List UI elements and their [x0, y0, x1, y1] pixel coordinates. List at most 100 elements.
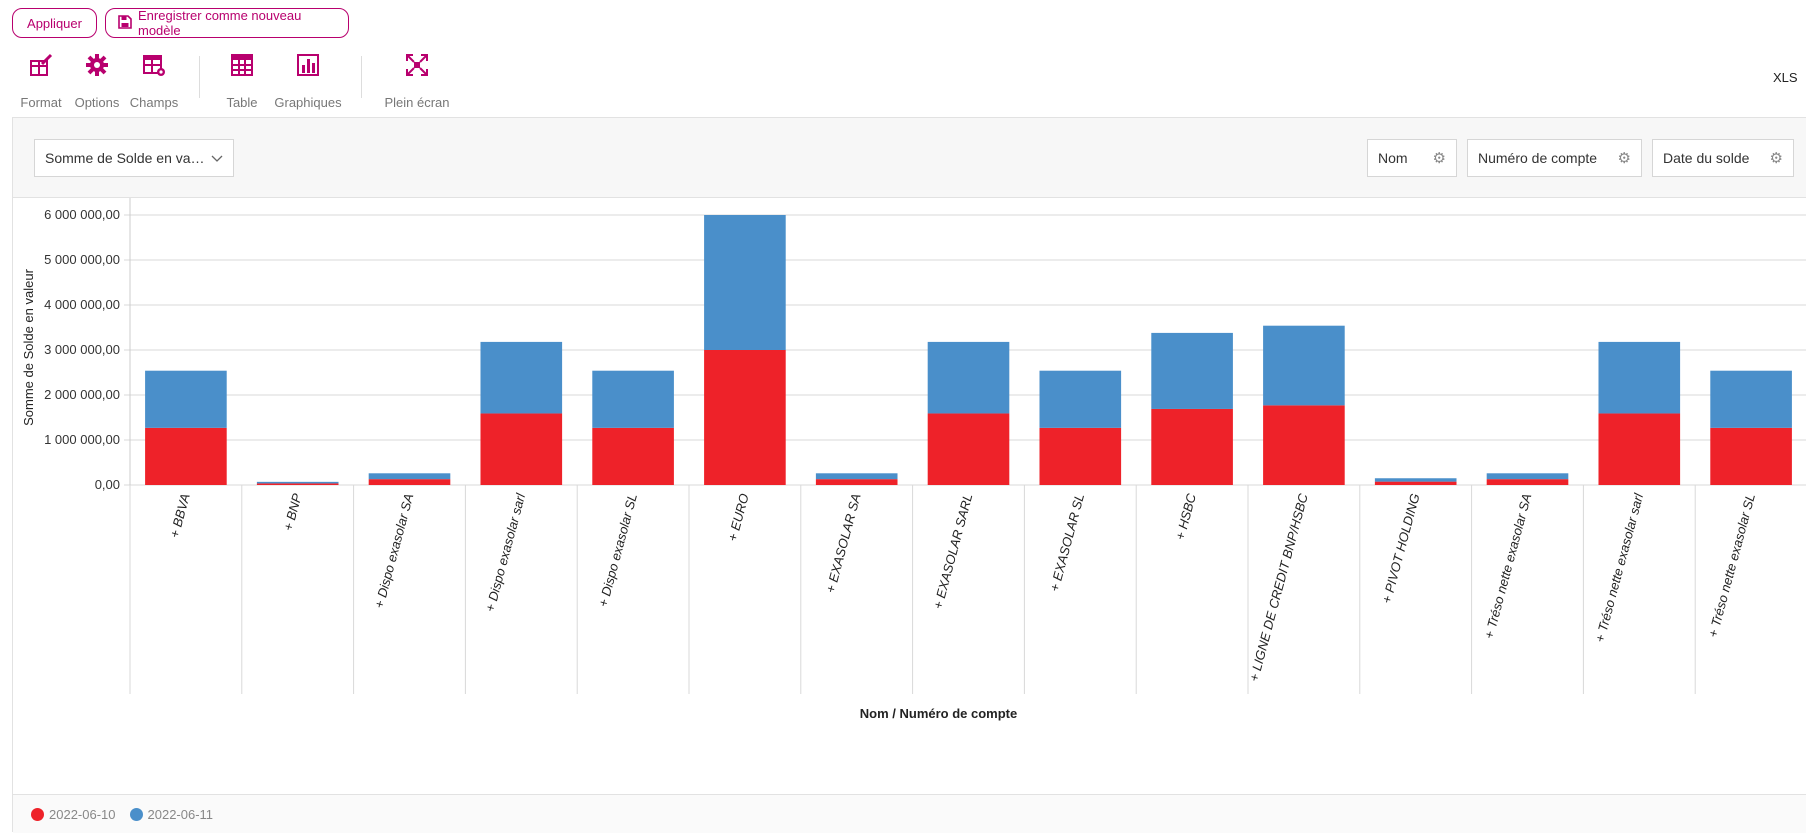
bar-segment-blue	[1710, 370, 1792, 428]
toolbar-divider	[199, 56, 200, 98]
x-tick-label: + Dispo exasolar SA	[371, 492, 416, 610]
gear-icon[interactable]: ⚙	[1769, 150, 1783, 167]
bar-segment-blue	[480, 341, 563, 414]
fullscreen-tool-label: Plein écran	[384, 95, 450, 110]
x-tick-label: + PIVOT HOLDING	[1379, 492, 1423, 605]
gear-icon	[84, 52, 110, 83]
measure-select[interactable]: Somme de Solde en valeur	[34, 139, 234, 177]
bar-segment-blue	[368, 473, 451, 480]
x-tick-label: + BNP	[280, 492, 304, 533]
bar-segment-blue	[1039, 370, 1122, 428]
bar-segment-blue	[815, 473, 898, 480]
apply-button-label: Appliquer	[27, 15, 82, 31]
format-tool-label: Format	[20, 95, 62, 110]
bar-segment-red	[1039, 427, 1122, 485]
measure-select-value: Somme de Solde en valeur	[45, 150, 205, 166]
format-tool[interactable]: Format	[6, 52, 76, 110]
fields-tool[interactable]: Champs	[119, 52, 189, 110]
x-tick-label: + EXASOLAR SA	[823, 492, 864, 595]
save-as-template-button[interactable]: Enregistrer comme nouveau modèle	[105, 8, 349, 38]
toolbar-divider	[361, 56, 362, 98]
bar-segment-blue	[592, 370, 674, 428]
bar-segment-red	[145, 427, 227, 485]
table-tool-label: Table	[226, 95, 258, 110]
apply-button[interactable]: Appliquer	[12, 8, 97, 38]
x-tick-label: + Tréso nette exasolar SL	[1705, 492, 1758, 639]
format-icon	[28, 52, 54, 83]
charts-tool-label: Graphiques	[274, 95, 342, 110]
x-tick-label: + Dispo exasolar SL	[595, 492, 640, 609]
field-pill-label: Date du solde	[1663, 150, 1750, 166]
x-tick-label: + EXASOLAR SL	[1047, 492, 1088, 593]
bar-segment-red	[1263, 405, 1345, 485]
field-pill-label: Numéro de compte	[1478, 150, 1598, 166]
gear-icon[interactable]: ⚙	[1432, 150, 1446, 167]
field-pill-account-number[interactable]: Numéro de compte ⚙	[1467, 139, 1642, 177]
bar-segment-blue	[256, 481, 339, 484]
options-tool[interactable]: Options	[62, 52, 132, 110]
stacked-bar-chart: 0,00 1 000 000,00 2 000 000,00 3 000 000,00…	[21, 198, 1806, 721]
filter-bar: Somme de Solde en valeur Nom ⚙ Numéro de…	[13, 118, 1806, 198]
chevron-down-icon	[211, 150, 223, 166]
x-tick-label: + Dispo exasolar sarl	[482, 491, 528, 614]
chart-area: 0,00 1 000 000,00 2 000 000,00 3 000 000,00…	[13, 198, 1806, 794]
y-axis-title: Somme de Solde en valeur	[21, 268, 36, 425]
options-tool-label: Options	[74, 95, 120, 110]
x-tick-label: + Tréso nette exasolar sarl	[1592, 491, 1646, 644]
bar-segment-red	[1374, 481, 1457, 485]
chart-panel: Somme de Solde en valeur Nom ⚙ Numéro de…	[12, 117, 1806, 833]
chart-legend: 2022-06-10 2022-06-11	[13, 794, 1806, 833]
bar-segment-red	[1598, 413, 1681, 485]
legend-item[interactable]: 2022-06-11	[129, 806, 214, 822]
charts-tool[interactable]: Graphiques	[273, 52, 343, 110]
legend-swatch-blue	[129, 807, 143, 821]
bar-segment-red	[1486, 479, 1569, 485]
y-tick-label: 5 000 000,00	[44, 252, 120, 267]
table-icon	[229, 52, 255, 83]
field-pill-label: Nom	[1378, 150, 1408, 166]
legend-item[interactable]: 2022-06-10	[31, 807, 116, 822]
bar-segment-red	[927, 413, 1010, 485]
bar-segment-red	[368, 479, 451, 485]
x-tick-label: + EURO	[725, 492, 752, 543]
y-tick-label: 4 000 000,00	[44, 297, 120, 312]
bar-segment-red	[704, 350, 786, 485]
save-as-template-label: Enregistrer comme nouveau modèle	[138, 8, 302, 38]
y-tick-label: 6 000 000,00	[44, 207, 120, 222]
fullscreen-icon	[404, 52, 430, 83]
bar-segment-blue	[704, 215, 786, 350]
bar-segment-blue	[1486, 473, 1569, 480]
bar-segment-red	[256, 483, 339, 485]
x-axis-title: Nom / Numéro de compte	[860, 706, 1017, 721]
bar-segment-red	[1151, 408, 1233, 485]
x-tick-label: + BBVA	[167, 492, 193, 540]
xls-export-link[interactable]: XLS	[1773, 70, 1798, 85]
y-tick-label: 2 000 000,00	[44, 387, 120, 402]
floppy-disk-icon	[118, 14, 132, 32]
y-tick-label: 0,00	[95, 477, 120, 492]
bar-segment-blue	[1151, 332, 1233, 409]
bar-segment-blue	[927, 341, 1010, 414]
x-tick-label: + Tréso nette exasolar SA	[1481, 492, 1534, 640]
x-tick-label: + LIGNE DE CREDIT BNP/HSBC	[1246, 491, 1311, 683]
field-pill-balance-date[interactable]: Date du solde ⚙	[1652, 139, 1794, 177]
bar-segment-red	[1710, 427, 1792, 485]
y-tick-label: 3 000 000,00	[44, 342, 120, 357]
bar-segment-red	[815, 479, 898, 485]
fields-tool-label: Champs	[129, 95, 179, 110]
bar-segment-blue	[1598, 341, 1681, 414]
legend-label: 2022-06-11	[147, 806, 214, 822]
bar-segment-blue	[145, 370, 227, 428]
legend-swatch-red	[31, 807, 44, 821]
bar-segment-red	[592, 427, 674, 485]
x-tick-label: + EXASOLAR SARL	[930, 492, 975, 611]
bar-segment-red	[480, 413, 563, 485]
fields-icon	[141, 52, 167, 83]
table-tool[interactable]: Table	[207, 52, 277, 110]
gear-icon[interactable]: ⚙	[1617, 150, 1631, 167]
x-tick-label: + HSBC	[1172, 491, 1199, 541]
fullscreen-tool[interactable]: Plein écran	[382, 52, 452, 110]
bar-segment-blue	[1263, 325, 1345, 406]
bar-chart-icon	[295, 52, 321, 83]
field-pill-nom[interactable]: Nom ⚙	[1367, 139, 1457, 177]
